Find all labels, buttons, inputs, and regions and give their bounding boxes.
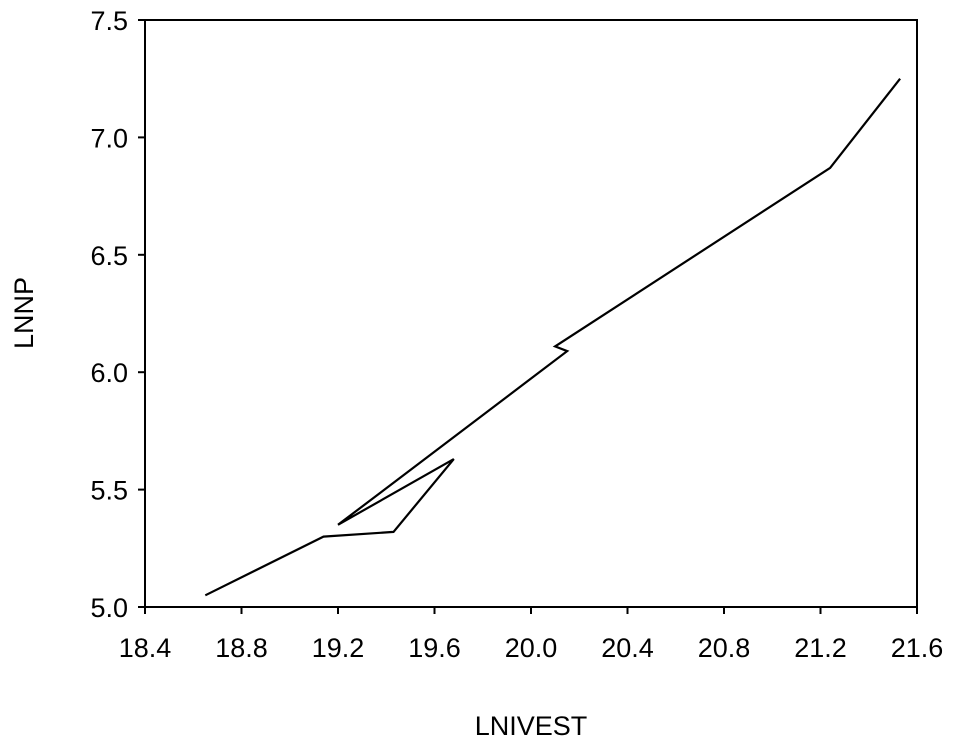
axis-ticks <box>138 19 918 614</box>
x-tick-label: 21.6 <box>891 633 944 663</box>
y-tick-label: 7.5 <box>90 6 128 36</box>
x-tick-label: 18.8 <box>215 633 268 663</box>
y-tick-label: 5.0 <box>90 593 128 623</box>
series-line <box>204 78 901 597</box>
x-tick-label: 19.2 <box>312 633 365 663</box>
x-tick-label: 21.2 <box>794 633 847 663</box>
y-tick-label: 6.0 <box>90 358 128 388</box>
tick-labels: 18.4 18.8 19.2 19.6 20.0 20.4 20.8 21.2 21.6 5.0 5… <box>90 6 943 663</box>
x-tick-label: 20.8 <box>698 633 751 663</box>
y-tick-label: 6.5 <box>90 241 128 271</box>
plot-frame <box>144 19 918 608</box>
x-axis-title: LNIVEST <box>475 711 588 741</box>
y-axis-title: LNNP <box>9 277 39 349</box>
y-tick-label: 5.5 <box>90 476 128 506</box>
x-tick-label: 19.6 <box>408 633 461 663</box>
x-tick-label: 20.4 <box>601 633 654 663</box>
y-tick-label: 7.0 <box>90 123 128 153</box>
x-tick-label: 18.4 <box>119 633 172 663</box>
x-tick-label: 20.0 <box>505 633 558 663</box>
